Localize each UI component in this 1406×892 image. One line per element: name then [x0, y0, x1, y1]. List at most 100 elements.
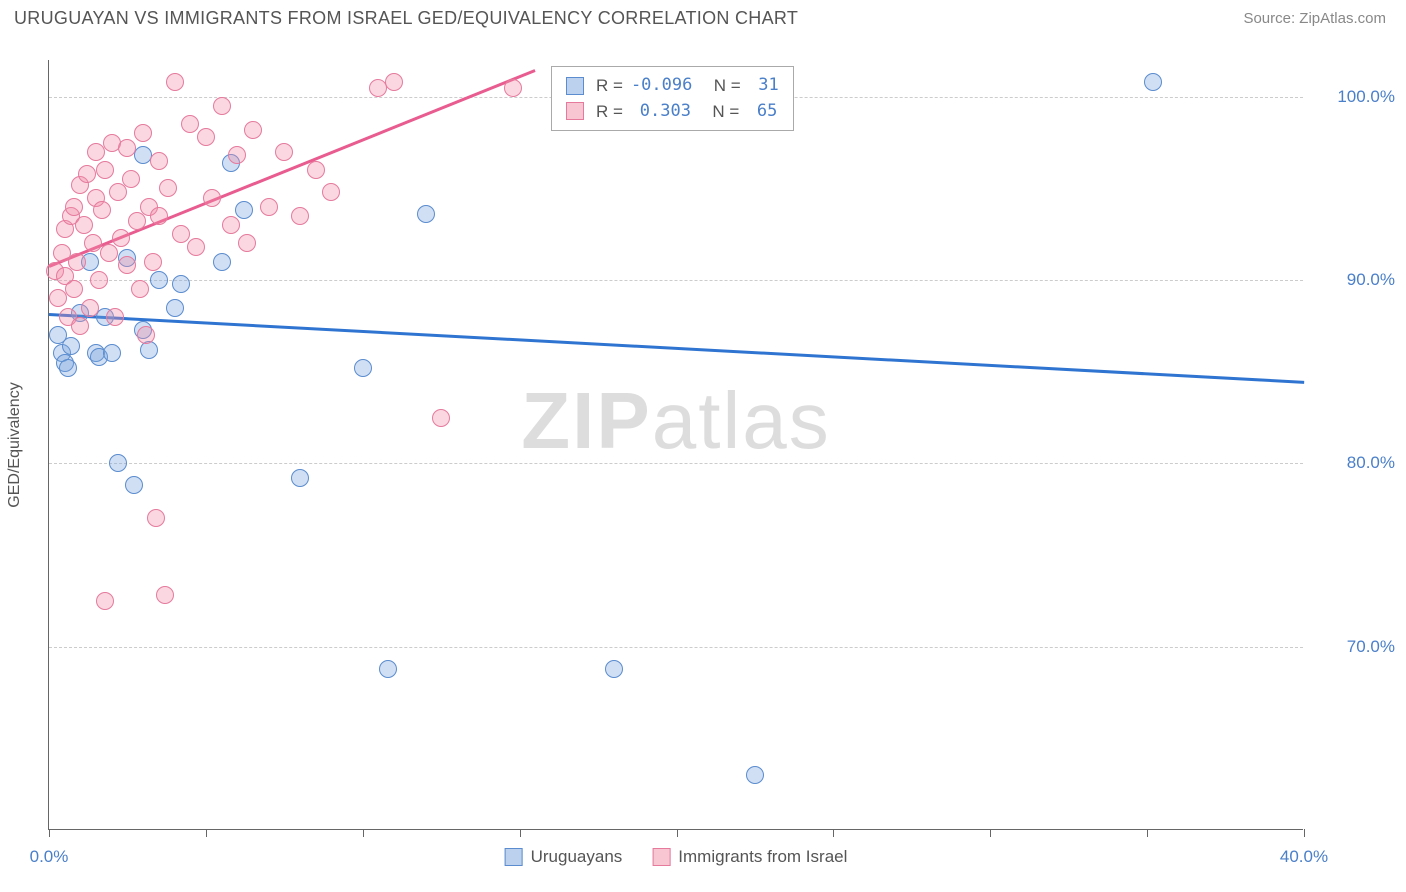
scatter-point [106, 308, 124, 326]
gridline [49, 463, 1303, 464]
scatter-point [187, 238, 205, 256]
gridline [49, 280, 1303, 281]
scatter-point [78, 165, 96, 183]
r-value: -0.096 [631, 73, 692, 99]
scatter-point [147, 509, 165, 527]
n-value: 31 [749, 73, 779, 99]
scatter-point [172, 275, 190, 293]
scatter-point [109, 454, 127, 472]
chart-title: URUGUAYAN VS IMMIGRANTS FROM ISRAEL GED/… [14, 8, 798, 29]
scatter-point [96, 592, 114, 610]
scatter-point [65, 280, 83, 298]
scatter-point [181, 115, 199, 133]
y-tick-label: 70.0% [1315, 637, 1395, 657]
scatter-point [144, 253, 162, 271]
chart-container: GED/Equivalency ZIPatlas Uruguayans Immi… [0, 40, 1406, 892]
x-tick [520, 829, 521, 837]
scatter-point [307, 161, 325, 179]
scatter-point [291, 469, 309, 487]
scatter-point [260, 198, 278, 216]
scatter-point [291, 207, 309, 225]
stats-swatch [566, 102, 584, 120]
scatter-point [96, 161, 114, 179]
scatter-point [71, 317, 89, 335]
scatter-point [605, 660, 623, 678]
scatter-point [118, 256, 136, 274]
x-tick [677, 829, 678, 837]
scatter-point [103, 344, 121, 362]
legend-swatch-blue [505, 848, 523, 866]
scatter-point [417, 205, 435, 223]
scatter-point [150, 207, 168, 225]
scatter-point [122, 170, 140, 188]
scatter-point [134, 124, 152, 142]
stats-legend: R =-0.096 N =31R =0.303 N =65 [551, 66, 794, 131]
x-tick-label: 0.0% [30, 847, 69, 867]
y-tick-label: 100.0% [1315, 87, 1395, 107]
scatter-point [131, 280, 149, 298]
scatter-point [118, 139, 136, 157]
series-legend: Uruguayans Immigrants from Israel [505, 847, 848, 867]
scatter-point [75, 216, 93, 234]
scatter-point [81, 299, 99, 317]
scatter-point [150, 152, 168, 170]
scatter-point [159, 179, 177, 197]
y-tick-label: 90.0% [1315, 270, 1395, 290]
scatter-point [150, 271, 168, 289]
scatter-point [128, 212, 146, 230]
scatter-point [166, 73, 184, 91]
scatter-point [125, 476, 143, 494]
legend-item-israel: Immigrants from Israel [652, 847, 847, 867]
scatter-point [244, 121, 262, 139]
x-tick [1304, 829, 1305, 837]
scatter-point [62, 337, 80, 355]
scatter-point [213, 253, 231, 271]
scatter-point [213, 97, 231, 115]
x-tick [49, 829, 50, 837]
scatter-point [197, 128, 215, 146]
gridline [49, 647, 1303, 648]
scatter-point [1144, 73, 1162, 91]
stats-swatch [566, 77, 584, 95]
n-value: 65 [747, 99, 777, 125]
stats-row: R =-0.096 N =31 [566, 73, 779, 99]
legend-label: Immigrants from Israel [678, 847, 847, 867]
legend-label: Uruguayans [531, 847, 623, 867]
scatter-point [432, 409, 450, 427]
r-value: 0.303 [631, 99, 691, 125]
stats-row: R =0.303 N =65 [566, 99, 779, 125]
scatter-point [93, 201, 111, 219]
scatter-point [172, 225, 190, 243]
scatter-point [137, 326, 155, 344]
scatter-point [68, 253, 86, 271]
y-axis-label: GED/Equivalency [6, 382, 24, 507]
scatter-point [90, 271, 108, 289]
scatter-point [385, 73, 403, 91]
legend-swatch-pink [652, 848, 670, 866]
scatter-point [100, 244, 118, 262]
scatter-point [322, 183, 340, 201]
trend-line [49, 313, 1304, 383]
scatter-point [166, 299, 184, 317]
chart-source: Source: ZipAtlas.com [1243, 10, 1386, 27]
x-tick [206, 829, 207, 837]
scatter-point [354, 359, 372, 377]
scatter-point [275, 143, 293, 161]
x-tick [990, 829, 991, 837]
chart-header: URUGUAYAN VS IMMIGRANTS FROM ISRAEL GED/… [0, 0, 1406, 33]
scatter-point [235, 201, 253, 219]
x-tick [363, 829, 364, 837]
scatter-point [238, 234, 256, 252]
scatter-point [228, 146, 246, 164]
scatter-point [504, 79, 522, 97]
x-tick [833, 829, 834, 837]
plot-area: GED/Equivalency ZIPatlas Uruguayans Immi… [48, 60, 1303, 830]
scatter-point [746, 766, 764, 784]
scatter-point [379, 660, 397, 678]
scatter-point [203, 189, 221, 207]
watermark: ZIPatlas [521, 375, 830, 467]
scatter-point [222, 216, 240, 234]
x-tick [1147, 829, 1148, 837]
scatter-point [59, 359, 77, 377]
scatter-point [65, 198, 83, 216]
